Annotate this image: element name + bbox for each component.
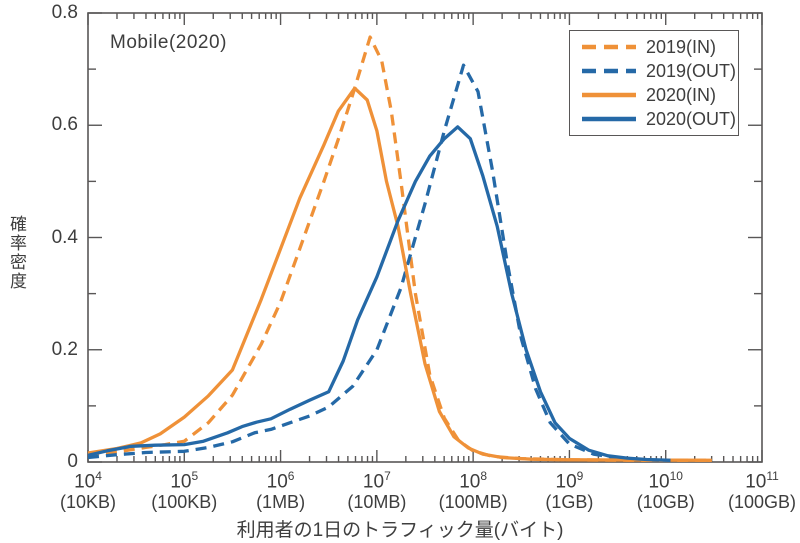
legend-item-2020in: 2020(IN) [582,85,738,106]
legend-label: 2019(OUT) [646,60,737,81]
legend-line-sample [582,68,636,74]
x-tick-byte-label: (10MB) [347,492,407,513]
x-tick-label: 107 (10MB) [329,466,425,513]
y-tick-label: 0.4 [51,226,78,248]
x-tick-byte-label: (100MB) [438,492,508,513]
legend-item-2020out: 2020(OUT) [582,109,738,130]
x-tick-byte-label: (10GB) [636,492,695,513]
x-tick-label: 1010 (10GB) [618,466,714,513]
chart-annotation: Mobile(2020) [110,32,227,53]
x-tick-exponent: 104 [74,469,102,493]
series-curve-2020out [87,125,671,462]
series-curve-2020in [87,86,712,462]
x-tick-byte-label: (10KB) [59,492,117,513]
x-axis-title: 利用者の1日のトラフィック量(バイト) [236,520,564,541]
y-tick-label: 0 [67,451,78,472]
x-tick-exponent: 1011 [745,469,779,493]
legend-line-sample [582,44,636,50]
x-tick-exponent: 108 [459,469,488,493]
x-tick-label: 1011 (100GB) [714,466,800,513]
x-tick-label: 109 (1GB) [521,466,617,513]
y-tick-label: 0.6 [51,114,78,136]
x-tick-byte-label: (100KB) [151,492,218,513]
legend-item-2019in: 2019(IN) [582,37,738,58]
x-tick-exponent: 106 [266,469,295,493]
legend-line-sample [582,92,636,98]
legend-label: 2020(IN) [646,84,717,105]
x-tick-byte-label: (1GB) [545,492,594,513]
x-tick-label: 105 (100KB) [136,466,232,513]
x-tick-exponent: 107 [362,469,391,493]
legend-label: 2020(OUT) [646,108,737,129]
legend-item-2019out: 2019(OUT) [582,61,738,82]
y-axis-title: 確率密度 [7,215,26,291]
x-tick-exponent: 105 [170,469,199,493]
y-tick-label: 0.2 [51,338,78,360]
x-tick-byte-label: (1MB) [256,492,306,513]
legend-label: 2019(IN) [646,36,717,57]
x-tick-byte-label: (100GB) [727,492,797,513]
y-tick-label: 0.8 [51,2,78,23]
legend-box: 2019(IN) 2019(OUT) 2020(IN) 2020(OUT) [569,30,739,136]
x-tick-label: 106 (1MB) [233,466,329,513]
series-curve-2019out [87,63,671,462]
x-tick-label: 104 (10KB) [40,466,136,513]
legend-line-sample [582,116,636,122]
x-tick-exponent: 1010 [648,469,683,493]
x-tick-label: 108 (100MB) [425,466,521,513]
x-tick-exponent: 109 [555,469,584,493]
